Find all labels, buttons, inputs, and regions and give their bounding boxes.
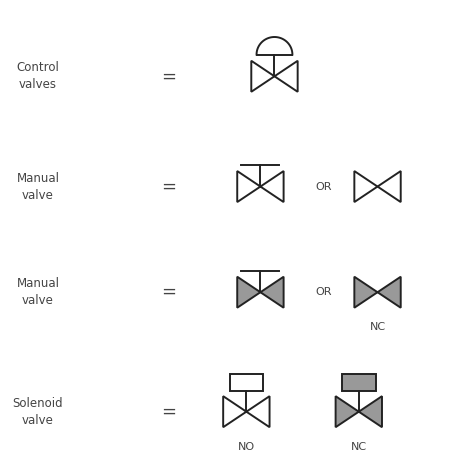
Text: NC: NC [369,322,385,332]
Text: OR: OR [315,287,332,297]
Bar [342,374,376,391]
Text: =: = [162,403,177,421]
Text: =: = [162,178,177,196]
Polygon shape [336,396,359,427]
Text: =: = [162,283,177,301]
Text: Manual
valve: Manual valve [17,172,59,201]
Text: Solenoid
valve: Solenoid valve [13,397,63,427]
Text: NC: NC [351,442,367,452]
Text: OR: OR [315,181,332,192]
Polygon shape [359,396,382,427]
Polygon shape [377,277,401,308]
Polygon shape [260,277,283,308]
Text: Manual
valve: Manual valve [17,277,59,307]
Bar [229,374,263,391]
Polygon shape [355,277,377,308]
Text: =: = [162,67,177,85]
Text: Control
valves: Control valves [17,61,59,91]
Polygon shape [237,277,260,308]
Text: NO: NO [238,442,255,452]
